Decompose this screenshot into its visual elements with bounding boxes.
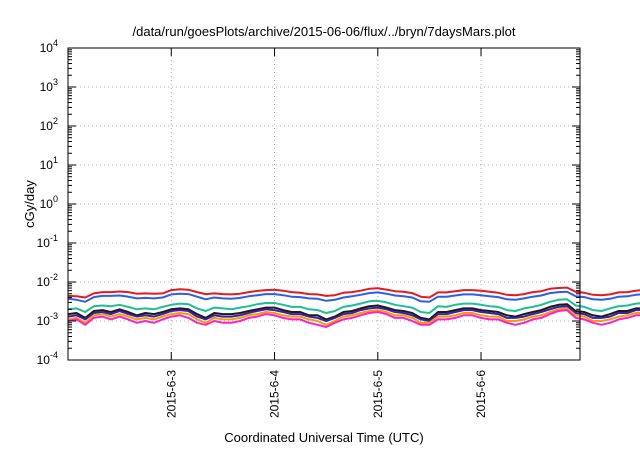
y-tick-label: 10-2 <box>37 272 58 289</box>
series-line-3 <box>67 298 640 314</box>
y-axis-tick-labels: 10-4 10-3 10-2 10-1 100 101 102 103 104 <box>37 38 58 367</box>
series-layer <box>67 286 640 328</box>
y-tick-label: 100 <box>40 194 58 211</box>
series-line-1 <box>67 286 640 299</box>
x-tick-label: 2015-6-3 <box>164 370 178 418</box>
series-line-5 <box>67 305 640 322</box>
y-tick-label: 103 <box>40 77 58 94</box>
x-axis-tick-labels: 2015-6-3 2015-6-4 2015-6-5 2015-6-6 <box>164 370 488 418</box>
x-tick-label: 2015-6-5 <box>371 370 385 418</box>
y-tick-label: 10-3 <box>37 311 58 328</box>
y-axis-label: cGy/day <box>22 180 37 228</box>
x-tick-label: 2015-6-4 <box>268 370 282 418</box>
axis-ticks <box>68 47 580 361</box>
chart-title: /data/run/goesPlots/archive/2015-06-06/f… <box>133 24 516 39</box>
series-line-7 <box>67 309 640 328</box>
x-tick-label: 2015-6-6 <box>474 370 488 418</box>
y-tick-label: 10-1 <box>37 233 58 250</box>
y-tick-label: 101 <box>40 155 58 172</box>
y-tick-label: 10-4 <box>37 350 58 367</box>
series-line-6 <box>67 307 640 326</box>
series-line-4 <box>67 303 640 321</box>
y-tick-label: 102 <box>40 116 58 133</box>
series-line-2 <box>67 290 640 303</box>
y-tick-label: 104 <box>40 38 58 55</box>
x-axis-label: Coordinated Universal Time (UTC) <box>224 430 423 445</box>
